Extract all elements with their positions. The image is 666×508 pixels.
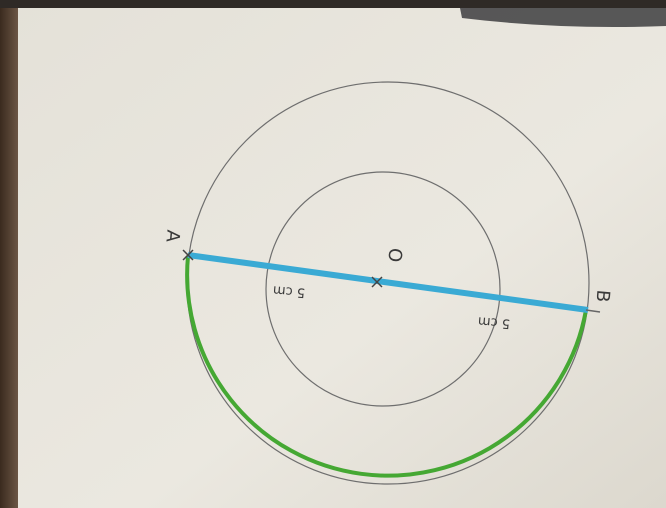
table-edge [0, 0, 18, 508]
measure-left: 5 cm [272, 282, 305, 300]
page: A O B 5 cm 5 cm (() => { const data = JS… [0, 0, 666, 508]
paper [0, 0, 666, 508]
measure-right: 5 cm [477, 313, 510, 331]
label-o: O [383, 247, 405, 263]
label-b: B [591, 289, 613, 303]
label-a: A [161, 229, 183, 244]
top-edge [0, 0, 666, 8]
photo: A O B 5 cm 5 cm [0, 0, 666, 508]
